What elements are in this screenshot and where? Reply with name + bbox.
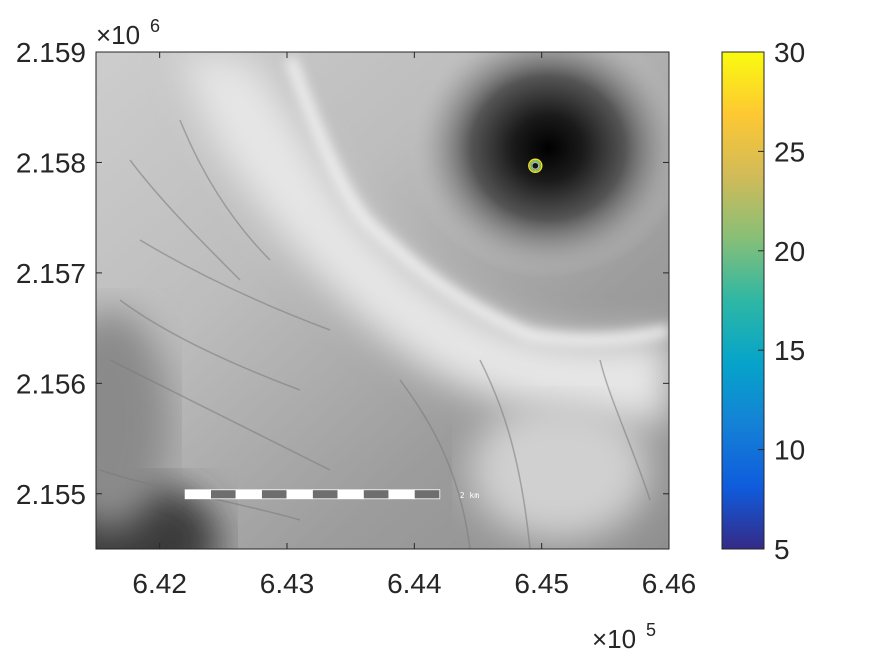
- scale-bar-segment: [413, 489, 441, 500]
- x-tick-label: 6.45: [514, 568, 569, 599]
- circle-marker: [529, 160, 541, 172]
- colorbar-tick-label: 30: [774, 37, 805, 68]
- y-tick-label: 2.156: [16, 368, 86, 399]
- marker-group: [528, 158, 543, 173]
- x-tick-label: 6.42: [132, 568, 187, 599]
- y-ticks: 2.155 2.156 2.157 2.158 2.159: [16, 37, 669, 510]
- y-tick-label: 2.159: [16, 37, 86, 68]
- colorbar-gradient: [722, 52, 764, 549]
- colorbar: 5 10 15 20 25 30: [721, 37, 805, 565]
- scale-bar-segment: [362, 489, 390, 500]
- x-exponent-base: ×10: [592, 624, 636, 654]
- crater: [408, 52, 669, 278]
- y-tick-label: 2.157: [16, 258, 86, 289]
- colorbar-ticks: 5 10 15 20 25 30: [758, 37, 805, 565]
- y-exponent-base: ×10: [96, 20, 140, 50]
- colorbar-tick-label: 10: [774, 435, 805, 466]
- map-area: [96, 52, 669, 549]
- y-tick-label: 2.158: [16, 147, 86, 178]
- scale-bar-segment: [210, 489, 237, 500]
- relief-ridge-crest: [285, 56, 669, 345]
- scale-bar-segment: [286, 489, 313, 500]
- colorbar-frame: [721, 51, 765, 550]
- scale-bar-segment: [261, 489, 288, 500]
- scale-bar-label: 2 km: [460, 491, 479, 500]
- y-tick-label: 2.155: [16, 479, 86, 510]
- scale-bar-segment: [337, 489, 364, 500]
- colorbar-tick-label: 15: [774, 335, 805, 366]
- scale-bar-segment: [388, 489, 415, 500]
- scale-bar-segment: [312, 489, 339, 500]
- x-tick-label: 6.44: [387, 568, 442, 599]
- relief-ridge: [180, 52, 669, 423]
- circle-marker: [531, 161, 540, 170]
- x-exponent-sup: 5: [646, 620, 656, 640]
- axes-frame: [95, 51, 670, 550]
- colorbar-tick-label: 25: [774, 136, 805, 167]
- colorbar-tick-label: 20: [774, 236, 805, 267]
- scale-bar-segment: [184, 489, 211, 500]
- colorbar-tick-label: 5: [774, 534, 790, 565]
- circle-marker: [528, 158, 543, 173]
- scale-bar-segment: [235, 489, 262, 500]
- x-ticks: 6.42 6.43 6.44 6.45 6.46: [132, 52, 696, 599]
- x-tick-label: 6.43: [260, 568, 315, 599]
- x-tick-label: 6.46: [642, 568, 697, 599]
- scale-bar: 2 km: [184, 489, 479, 500]
- relief-hill: [470, 400, 650, 540]
- y-exponent-sup: 6: [150, 16, 160, 36]
